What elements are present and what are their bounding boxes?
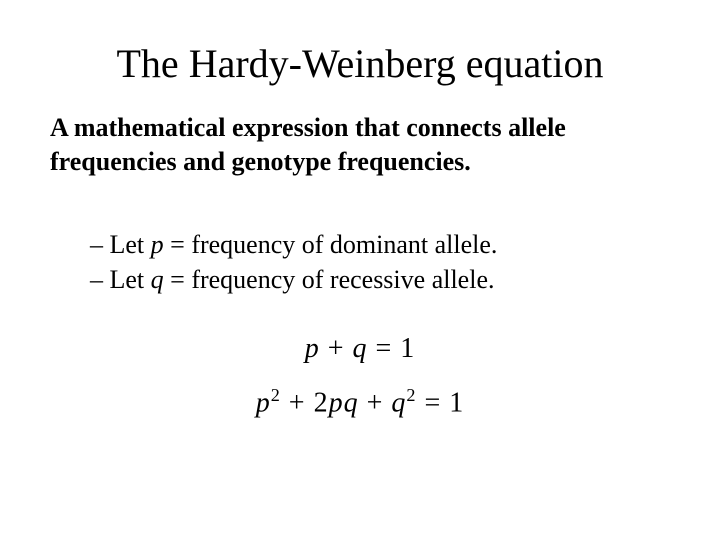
definition-q: – Let q = frequency of recessive allele.: [90, 262, 670, 297]
eq1-plus: +: [320, 333, 353, 364]
eq2-sq1: 2: [271, 385, 281, 405]
definition-q-prefix: – Let: [90, 265, 151, 294]
equation-2: p2 + 2pq + q2 = 1: [50, 385, 670, 419]
slide-subtitle: A mathematical expression that connects …: [50, 111, 670, 179]
definition-p: – Let p = frequency of dominant allele.: [90, 227, 670, 262]
definitions-block: – Let p = frequency of dominant allele. …: [90, 227, 670, 297]
eq2-sq2: 2: [406, 385, 416, 405]
definition-q-var: q: [151, 265, 164, 294]
eq2-q: q: [391, 387, 406, 418]
definition-p-suffix: = frequency of dominant allele.: [164, 230, 498, 259]
definition-p-prefix: – Let: [90, 230, 151, 259]
eq1-p: p: [305, 333, 320, 364]
eq1-q: q: [353, 333, 368, 364]
eq2-rhs: = 1: [416, 387, 464, 418]
eq2-p: p: [256, 387, 271, 418]
definition-p-var: p: [151, 230, 164, 259]
definition-q-suffix: = frequency of recessive allele.: [164, 265, 495, 294]
eq2-plus1: + 2: [281, 387, 329, 418]
eq1-rhs: = 1: [368, 333, 416, 364]
equations-block: p + q = 1 p2 + 2pq + q2 = 1: [50, 333, 670, 419]
eq2-pq: pq: [329, 387, 359, 418]
slide-title: The Hardy-Weinberg equation: [50, 40, 670, 87]
equation-1: p + q = 1: [50, 333, 670, 365]
eq2-plus2: +: [359, 387, 392, 418]
